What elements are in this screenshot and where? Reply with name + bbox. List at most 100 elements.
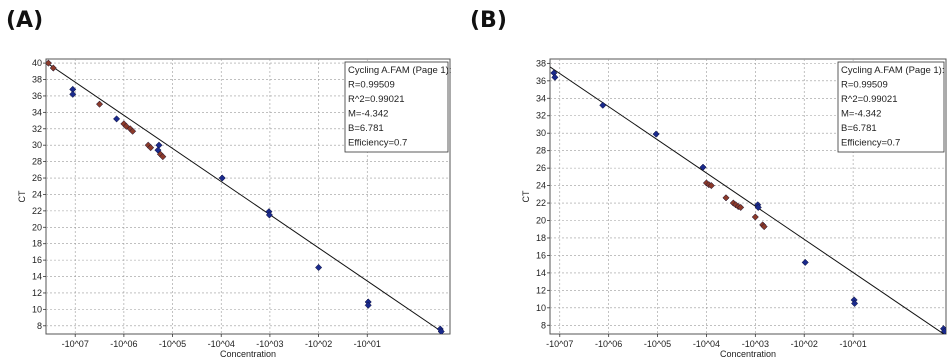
legend-title: Cycling A.FAM (Page 1):	[348, 65, 451, 76]
legend-line: R^2=0.99021	[348, 94, 405, 105]
data-point	[437, 327, 445, 334]
data-point	[940, 327, 946, 334]
data-point	[315, 263, 323, 272]
legend-line: B=6.781	[348, 123, 384, 134]
data-point	[159, 153, 167, 161]
legend-line: R^2=0.99021	[841, 94, 898, 105]
y-tick-label: 10	[536, 303, 546, 313]
data-point	[69, 90, 77, 98]
data-point	[147, 144, 155, 152]
x-tick-label: -10^04	[693, 339, 720, 349]
x-tick-label: -10^03	[742, 339, 769, 349]
data-point	[699, 163, 707, 171]
y-tick-label: 34	[32, 107, 42, 117]
x-tick-label: -10^01	[839, 339, 866, 349]
y-tick-label: 16	[536, 250, 546, 260]
chart-panel-a: 8 10 12 14 16 18 20 22 24 26 28 30 32 34 36 38 40 -10^07 -…	[17, 58, 451, 359]
y-tick-label: 26	[536, 163, 546, 173]
legend-box	[344, 61, 449, 153]
y-tick-label: 26	[32, 173, 42, 183]
panel-label-b: (B)	[470, 8, 507, 33]
data-point	[722, 194, 730, 202]
panel-label-a: (A)	[6, 8, 44, 33]
y-tick-label: 24	[32, 189, 42, 199]
data-point	[652, 130, 660, 138]
data-point	[113, 115, 121, 123]
data-point	[364, 301, 372, 309]
x-tick-label: -10^02	[791, 339, 818, 349]
y-tick-label: 8	[37, 321, 42, 331]
data-point	[751, 213, 759, 221]
data-point	[707, 182, 715, 190]
legend-line: M=-4.342	[348, 109, 388, 120]
y-axis-title: CT	[17, 190, 27, 202]
y-tick-label: 30	[536, 128, 546, 138]
x-tick-label: -10^05	[644, 339, 671, 349]
data-point	[760, 223, 768, 231]
legend-line: R=0.99509	[841, 80, 888, 91]
legend-title: Cycling A.FAM (Page 1):	[841, 65, 944, 76]
y-tick-label: 40	[32, 58, 42, 68]
y-tick-label: 18	[32, 239, 42, 249]
chart-panel-b: 8 10 12 14 16 18 20 22 24 26 28 30 32 34 36 38 -10^07 -10…	[521, 58, 947, 359]
x-tick-label: -10^05	[159, 339, 186, 349]
regression-line	[46, 61, 443, 333]
x-tick-label: -10^06	[595, 339, 622, 349]
x-tick-label: -10^02	[305, 339, 332, 349]
y-tick-label: 22	[536, 198, 546, 208]
legend-line: Efficiency=0.7	[841, 138, 900, 149]
y-tick-label: 28	[32, 157, 42, 167]
data-point	[49, 64, 57, 72]
y-tick-label: 30	[32, 140, 42, 150]
x-tick-label: -10^06	[110, 339, 137, 349]
x-tick-label: -10^07	[62, 339, 89, 349]
data-point	[46, 59, 52, 67]
series-1	[46, 59, 167, 161]
data-point	[599, 101, 607, 109]
y-tick-label: 18	[536, 233, 546, 243]
y-tick-label: 10	[32, 304, 42, 314]
y-tick-label: 20	[32, 222, 42, 232]
y-tick-label: 14	[536, 268, 546, 278]
x-tick-label: -10^03	[256, 339, 283, 349]
data-point	[851, 299, 859, 307]
x-tick-label: -10^07	[546, 339, 573, 349]
y-tick-label: 36	[32, 91, 42, 101]
data-point	[551, 73, 559, 81]
legend-line: B=6.781	[841, 123, 877, 134]
y-tick-label: 36	[536, 76, 546, 86]
y-tick-label: 28	[536, 146, 546, 156]
legend-box	[837, 61, 945, 153]
legend: Cycling A.FAM (Page 1): R=0.99509 R^2=0.99…	[837, 61, 945, 153]
series-0	[550, 69, 946, 334]
y-tick-label: 34	[536, 93, 546, 103]
y-tick-label: 12	[32, 288, 42, 298]
y-tick-label: 38	[536, 58, 546, 68]
y-tick-label: 12	[536, 285, 546, 295]
legend-line: M=-4.342	[841, 109, 881, 120]
legend-line: R=0.99509	[348, 80, 395, 91]
data-point	[218, 174, 226, 182]
y-axis-title: CT	[521, 190, 531, 202]
data-point	[129, 127, 137, 135]
data-point	[801, 258, 809, 266]
series-0	[69, 85, 445, 334]
regression-line	[550, 66, 945, 334]
legend-line: Efficiency=0.7	[348, 138, 407, 149]
data-point	[265, 211, 273, 219]
x-tick-label: -10^01	[354, 339, 381, 349]
y-tick-label: 22	[32, 206, 42, 216]
y-tick-label: 8	[541, 320, 546, 330]
y-tick-label: 20	[536, 216, 546, 226]
data-point	[95, 100, 104, 108]
x-tick-label: -10^04	[208, 339, 235, 349]
x-axis-title: Concentration	[220, 349, 276, 359]
x-axis-title: Concentration	[720, 349, 776, 359]
y-tick-label: 14	[32, 272, 42, 282]
legend: Cycling A.FAM (Page 1): R=0.99509 R^2=0.99…	[344, 61, 451, 153]
y-tick-label: 24	[536, 181, 546, 191]
y-tick-label: 32	[32, 124, 42, 134]
y-tick-label: 32	[536, 111, 546, 121]
data-point	[737, 203, 745, 211]
y-tick-label: 38	[32, 75, 42, 85]
